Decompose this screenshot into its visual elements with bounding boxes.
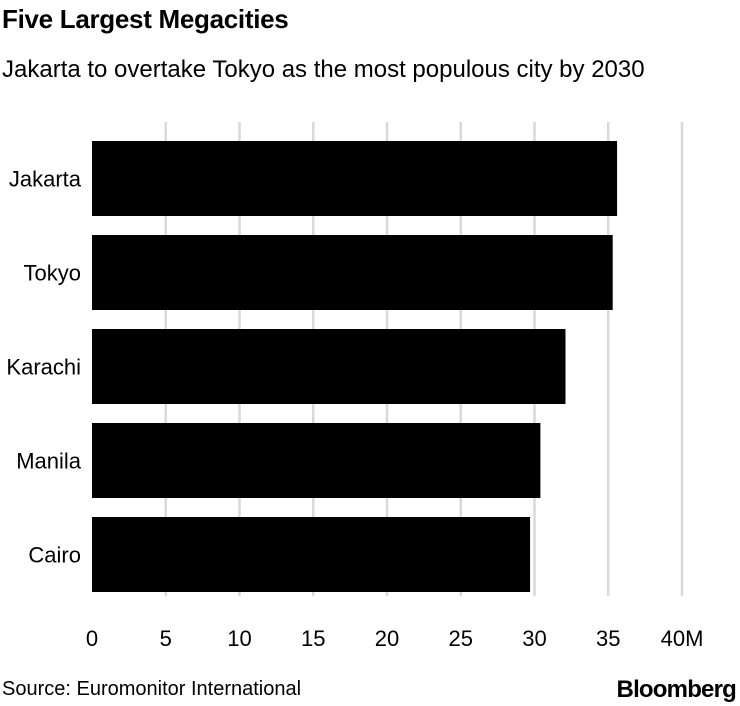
x-tick-label: 30	[522, 626, 546, 651]
category-labels: Jakarta Tokyo Karachi Manila Cairo	[6, 167, 81, 568]
bloomberg-logo: Bloomberg	[616, 676, 737, 703]
source-note: Source: Euromonitor International	[2, 678, 302, 700]
category-label: Jakarta	[9, 167, 82, 192]
chart-title: Five Largest Megacities	[2, 4, 289, 34]
x-tick-label: 35	[596, 626, 620, 651]
bar	[92, 423, 541, 498]
x-tick-labels: 0 5 10 15 20 25 30 35 40M	[86, 626, 704, 651]
category-label: Cairo	[28, 543, 81, 568]
category-label: Tokyo	[24, 261, 81, 286]
category-label: Manila	[16, 449, 82, 474]
x-tick-label: 40M	[661, 626, 704, 651]
bar	[92, 235, 613, 310]
x-tick-label: 25	[449, 626, 473, 651]
category-label: Karachi	[6, 355, 81, 380]
x-tick-label: 0	[86, 626, 98, 651]
bar	[92, 329, 566, 404]
bars	[92, 141, 618, 592]
bar	[92, 517, 531, 592]
x-tick-label: 10	[227, 626, 251, 651]
x-tick-label: 15	[301, 626, 325, 651]
chart-subtitle: Jakarta to overtake Tokyo as the most po…	[2, 56, 645, 83]
bar-chart: Jakarta Tokyo Karachi Manila Cairo 0 5 10 15 20 2…	[6, 122, 704, 651]
x-tick-label: 5	[160, 626, 172, 651]
x-tick-label: 20	[375, 626, 399, 651]
footer: Source: Euromonitor International Bloomb…	[0, 676, 740, 706]
bar	[92, 141, 618, 216]
